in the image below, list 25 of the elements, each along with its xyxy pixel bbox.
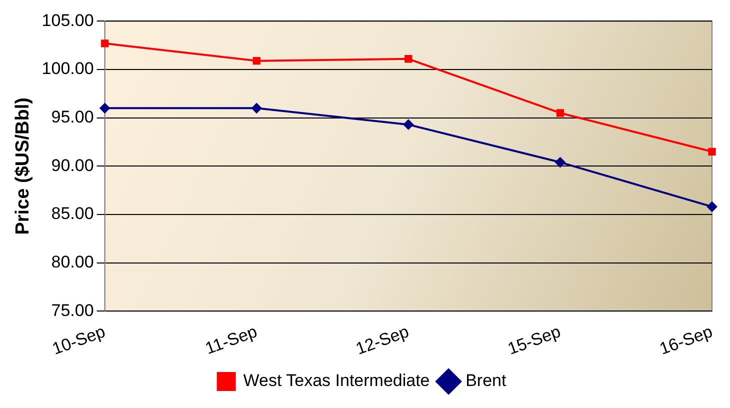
point <box>708 148 716 156</box>
y-tick-label: 80.00 <box>51 252 94 272</box>
point <box>252 103 262 114</box>
x-tick-label: 16-Sep <box>657 322 715 359</box>
point <box>100 40 109 48</box>
y-tick-label: 90.00 <box>51 156 94 175</box>
y-axis-title: Price ($US/Bbl) <box>12 98 34 235</box>
x-tick-label: 15-Sep <box>505 322 564 359</box>
y-tick-label: 75.00 <box>51 300 94 320</box>
point <box>707 202 718 212</box>
y-tick-label: 105.00 <box>42 10 94 30</box>
y-tick-label: 100.00 <box>42 59 94 78</box>
x-tick-label: 10-Sep <box>50 322 108 359</box>
x-tick-label: 12-Sep <box>353 322 412 359</box>
legend-label: West Texas Intermediate <box>243 371 430 390</box>
legend-label: Brent <box>466 371 506 390</box>
point <box>404 55 412 63</box>
point <box>252 56 260 65</box>
point <box>555 157 566 168</box>
point <box>403 120 414 130</box>
y-tick-label: 95.00 <box>51 108 94 127</box>
x-tick-label: 11-Sep <box>202 322 260 358</box>
point <box>556 109 564 117</box>
point <box>100 103 110 114</box>
y-tick-label: 85.00 <box>51 204 94 224</box>
